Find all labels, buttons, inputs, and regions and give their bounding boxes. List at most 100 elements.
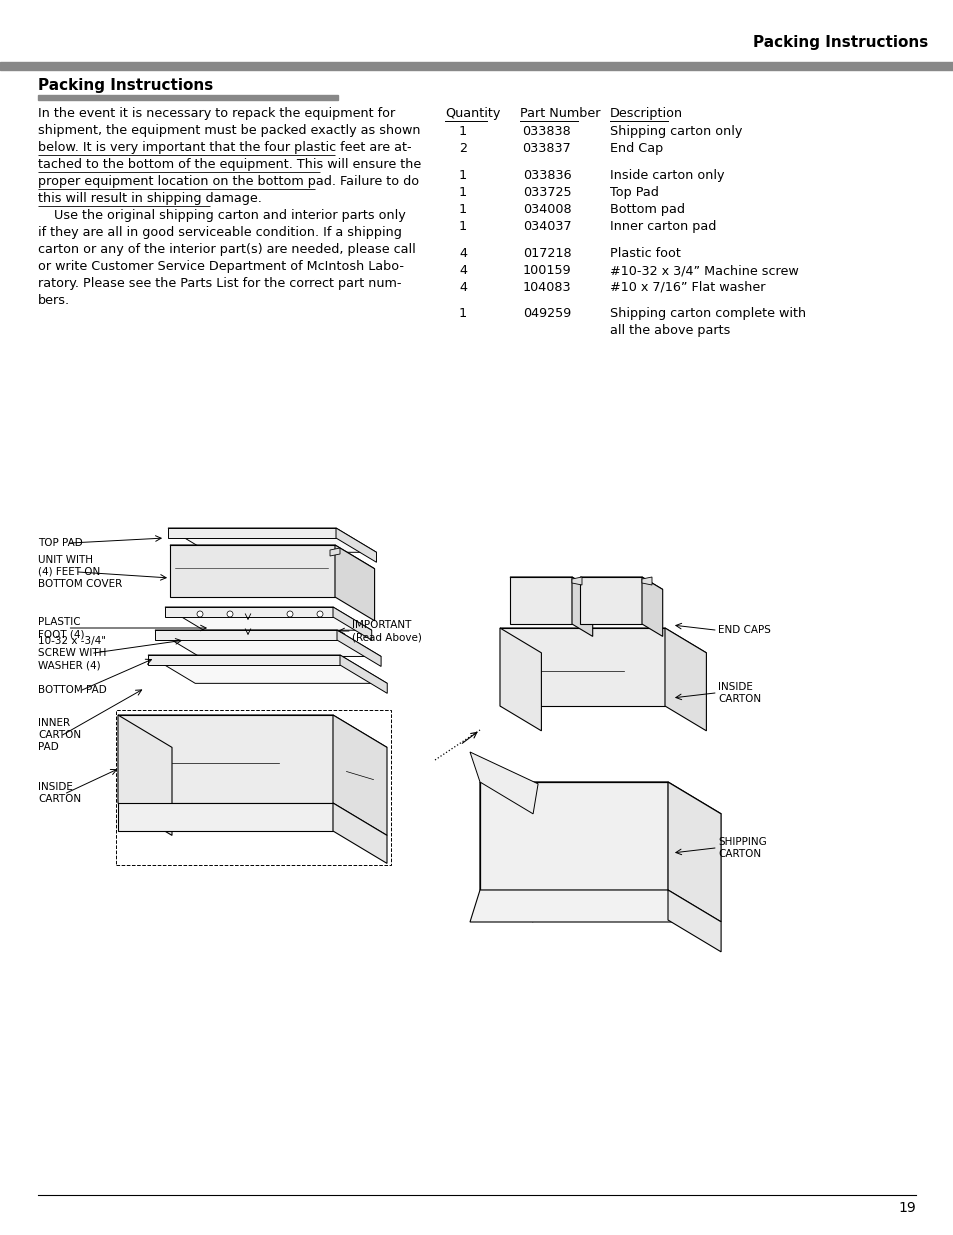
Polygon shape [470, 752, 537, 814]
Text: INNER
CARTON
PAD: INNER CARTON PAD [38, 718, 81, 752]
Polygon shape [335, 529, 376, 562]
Text: 19: 19 [898, 1200, 915, 1215]
Text: Bottom pad: Bottom pad [609, 203, 684, 216]
Text: 033838: 033838 [522, 125, 571, 138]
Text: UNIT WITH
(4) FEET ON
BOTTOM COVER: UNIT WITH (4) FEET ON BOTTOM COVER [38, 555, 122, 589]
Text: 4: 4 [458, 264, 467, 277]
Text: 034037: 034037 [522, 220, 571, 233]
Text: Description: Description [609, 107, 682, 120]
Polygon shape [479, 782, 720, 814]
Polygon shape [510, 577, 572, 624]
Polygon shape [165, 606, 372, 630]
Polygon shape [170, 545, 335, 597]
Text: Use the original shipping carton and interior parts only: Use the original shipping carton and int… [38, 209, 405, 222]
Polygon shape [154, 630, 380, 657]
Text: 049259: 049259 [522, 308, 571, 320]
Polygon shape [579, 577, 641, 624]
Text: 017218: 017218 [522, 247, 571, 261]
Polygon shape [499, 629, 541, 731]
Polygon shape [664, 629, 705, 731]
Text: TOP PAD: TOP PAD [38, 538, 83, 548]
Polygon shape [499, 629, 664, 706]
Text: 033836: 033836 [522, 169, 571, 182]
Text: proper equipment location on the bottom pad. Failure to do: proper equipment location on the bottom … [38, 175, 418, 188]
Text: Quantity: Quantity [444, 107, 500, 120]
Text: or write Customer Service Department of McIntosh Labo-: or write Customer Service Department of … [38, 261, 403, 273]
Polygon shape [330, 548, 339, 556]
Circle shape [287, 611, 293, 618]
Text: Inner carton pad: Inner carton pad [609, 220, 716, 233]
Polygon shape [667, 890, 720, 952]
Text: 2: 2 [458, 142, 467, 156]
Text: 4: 4 [458, 282, 467, 294]
Text: bers.: bers. [38, 294, 71, 308]
Polygon shape [333, 606, 372, 640]
Circle shape [227, 611, 233, 618]
Polygon shape [333, 715, 387, 835]
Text: Top Pad: Top Pad [609, 186, 659, 199]
Polygon shape [470, 890, 678, 923]
Polygon shape [336, 630, 380, 667]
Text: Packing Instructions: Packing Instructions [752, 35, 927, 49]
Polygon shape [168, 529, 335, 538]
Text: End Cap: End Cap [609, 142, 662, 156]
Text: END CAPS: END CAPS [718, 625, 770, 635]
Text: 1: 1 [458, 169, 467, 182]
Text: if they are all in good serviceable condition. If a shipping: if they are all in good serviceable cond… [38, 226, 401, 240]
Polygon shape [572, 577, 581, 585]
Text: 1: 1 [458, 220, 467, 233]
Text: 1: 1 [458, 308, 467, 320]
Text: IMPORTANT
(Read Above): IMPORTANT (Read Above) [352, 620, 421, 642]
Polygon shape [168, 529, 376, 552]
Text: #10-32 x 3/4” Machine screw: #10-32 x 3/4” Machine screw [609, 264, 798, 277]
Polygon shape [641, 577, 662, 636]
Text: 104083: 104083 [522, 282, 571, 294]
Polygon shape [510, 577, 592, 589]
Polygon shape [170, 545, 375, 569]
Text: #10 x 7/16” Flat washer: #10 x 7/16” Flat washer [609, 282, 764, 294]
Polygon shape [339, 655, 387, 693]
Text: all the above parts: all the above parts [609, 324, 730, 337]
Text: SHIPPING
CARTON: SHIPPING CARTON [718, 837, 766, 860]
Polygon shape [118, 715, 333, 803]
Bar [0, 62, 953, 70]
Text: 034008: 034008 [522, 203, 571, 216]
Polygon shape [479, 782, 667, 890]
Polygon shape [165, 606, 333, 618]
Text: shipment, the equipment must be packed exactly as shown: shipment, the equipment must be packed e… [38, 124, 420, 137]
Text: BOTTOM PAD: BOTTOM PAD [38, 685, 107, 695]
Circle shape [196, 611, 203, 618]
Polygon shape [641, 577, 651, 585]
Text: 033837: 033837 [522, 142, 571, 156]
Text: In the event it is necessary to repack the equipment for: In the event it is necessary to repack t… [38, 107, 395, 120]
Text: 1: 1 [458, 203, 467, 216]
Text: INSIDE
CARTON: INSIDE CARTON [38, 782, 81, 804]
Text: 1: 1 [458, 125, 467, 138]
Text: 10-32 x -3/4"
SCREW WITH
WASHER (4): 10-32 x -3/4" SCREW WITH WASHER (4) [38, 636, 107, 671]
Circle shape [316, 611, 323, 618]
Polygon shape [333, 803, 387, 863]
Text: PLASTIC
FOOT (4): PLASTIC FOOT (4) [38, 616, 85, 640]
Polygon shape [154, 630, 336, 640]
Polygon shape [499, 629, 705, 653]
Text: Shipping carton complete with: Shipping carton complete with [609, 308, 805, 320]
Text: this will result in shipping damage.: this will result in shipping damage. [38, 191, 262, 205]
Text: below. It is very important that the four plastic feet are at-: below. It is very important that the fou… [38, 141, 411, 154]
Text: INSIDE
CARTON: INSIDE CARTON [718, 682, 760, 704]
Text: Plastic foot: Plastic foot [609, 247, 680, 261]
Polygon shape [118, 803, 333, 831]
Text: 1: 1 [458, 186, 467, 199]
Polygon shape [667, 782, 720, 921]
Text: ratory. Please see the Parts List for the correct part num-: ratory. Please see the Parts List for th… [38, 277, 401, 290]
Polygon shape [118, 715, 172, 835]
Text: Packing Instructions: Packing Instructions [38, 78, 213, 93]
Text: 4: 4 [458, 247, 467, 261]
Polygon shape [335, 545, 375, 621]
Polygon shape [579, 577, 662, 589]
Text: carton or any of the interior part(s) are needed, please call: carton or any of the interior part(s) ar… [38, 243, 416, 256]
Polygon shape [572, 577, 592, 636]
Text: tached to the bottom of the equipment. This will ensure the: tached to the bottom of the equipment. T… [38, 158, 421, 170]
Text: 100159: 100159 [522, 264, 571, 277]
Text: Inside carton only: Inside carton only [609, 169, 723, 182]
Text: 033725: 033725 [522, 186, 571, 199]
